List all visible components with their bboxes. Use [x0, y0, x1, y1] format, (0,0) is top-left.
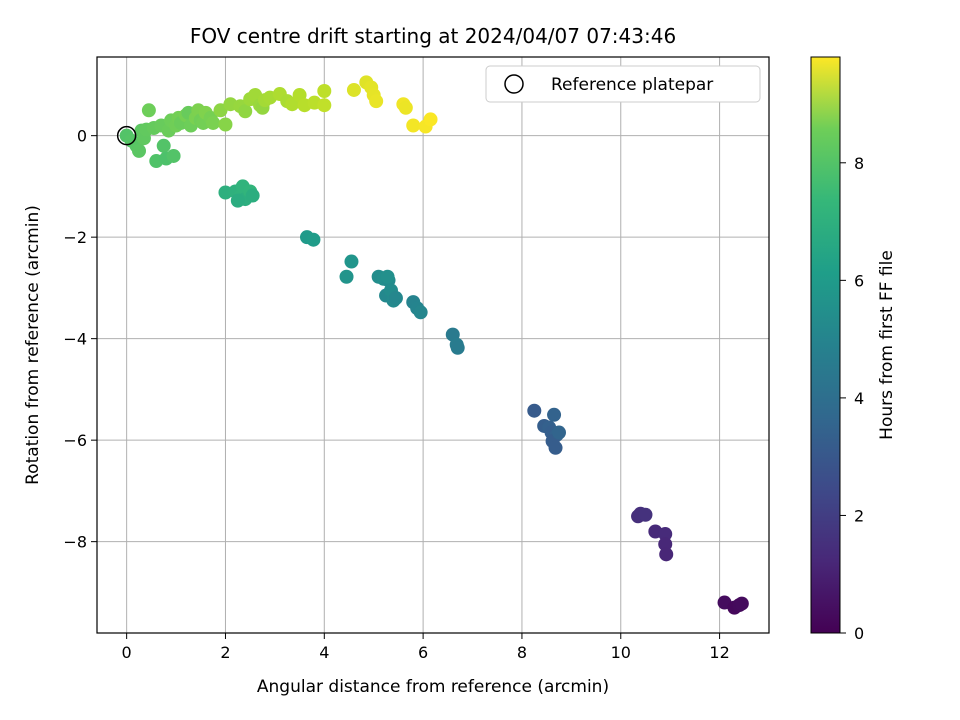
- data-point: [527, 403, 542, 418]
- chart-title: FOV centre drift starting at 2024/04/07 …: [190, 24, 676, 48]
- data-point: [658, 537, 673, 552]
- grid-lines: [97, 57, 769, 633]
- data-point: [344, 254, 359, 269]
- y-tick-label: −8: [63, 533, 87, 552]
- data-point: [317, 84, 332, 99]
- legend-entry-reference: Reference platepar: [551, 75, 713, 95]
- data-point: [552, 425, 566, 440]
- data-point: [388, 291, 403, 306]
- colorbar-label: Hours from first FF file: [877, 250, 897, 440]
- data-point: [369, 94, 384, 109]
- data-point: [156, 138, 171, 153]
- data-point: [398, 100, 413, 115]
- data-point: [238, 104, 253, 119]
- colorbar: [810, 56, 841, 634]
- x-tick-label: 6: [418, 643, 428, 662]
- x-axis-label: Angular distance from reference (arcmin): [257, 677, 609, 697]
- data-point: [218, 117, 233, 132]
- legend-marker: [504, 74, 524, 94]
- x-axis-ticks: 0 2 4 6 8 10 12: [122, 633, 730, 662]
- reference-marker: [116, 125, 137, 146]
- data-point: [230, 193, 245, 208]
- data-point: [141, 103, 156, 118]
- y-tick-label: 0: [77, 127, 87, 146]
- data-point: [659, 547, 674, 562]
- data-point: [206, 115, 221, 130]
- colorbar-ticks: 0 2 4 6 8: [840, 154, 864, 643]
- data-point: [548, 440, 563, 455]
- x-tick-label: 10: [611, 643, 631, 662]
- y-axis-ticks: −8 −6 −4 −2 0: [63, 127, 97, 552]
- data-point: [658, 527, 673, 542]
- x-tick-label: 12: [709, 643, 729, 662]
- data-point: [380, 269, 395, 284]
- data-point: [406, 118, 421, 133]
- data-point: [339, 269, 354, 284]
- data-point: [306, 232, 321, 247]
- y-tick-label: −2: [63, 228, 87, 247]
- data-point: [547, 407, 562, 422]
- legend: Reference platepar: [485, 65, 761, 103]
- reference-point: [116, 125, 137, 146]
- y-axis-label: Rotation from reference (arcmin): [23, 205, 43, 485]
- colorbar-tick-label: 8: [854, 154, 864, 173]
- data-point: [245, 188, 260, 203]
- x-tick-label: 2: [220, 643, 230, 662]
- data-point: [423, 112, 438, 127]
- colorbar-tick-label: 6: [854, 271, 864, 290]
- colorbar-tick-label: 2: [854, 506, 864, 525]
- y-tick-label: −4: [63, 330, 87, 349]
- data-point: [638, 507, 653, 522]
- x-tick-label: 0: [122, 643, 132, 662]
- y-tick-label: −6: [63, 431, 87, 450]
- data-point: [166, 148, 181, 163]
- colorbar-tick-label: 4: [854, 389, 864, 408]
- data-point: [346, 82, 361, 97]
- data-point: [734, 596, 749, 611]
- data-point: [317, 98, 332, 113]
- x-tick-label: 4: [319, 643, 329, 662]
- plot-frame: [96, 56, 770, 634]
- colorbar-tick-label: 0: [854, 624, 864, 643]
- legend-box: [485, 65, 761, 103]
- data-point: [413, 305, 428, 320]
- data-point: [450, 340, 465, 355]
- data-point: [132, 143, 146, 158]
- x-tick-label: 8: [517, 643, 527, 662]
- data-points: [119, 75, 749, 615]
